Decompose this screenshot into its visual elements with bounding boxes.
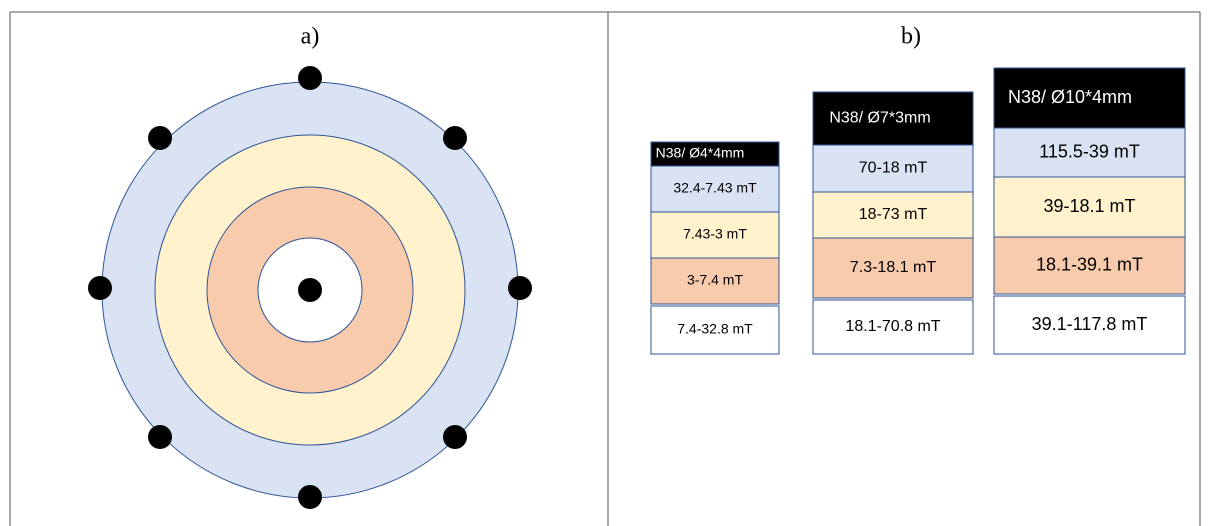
table-cell-text: 18.1-39.1 mT — [1036, 254, 1143, 274]
table-cell — [650, 305, 780, 355]
table-cell-text: 70-18 mT — [859, 160, 928, 177]
table-cell — [993, 295, 1186, 355]
table-cell-text: 7.4-32.8 mT — [677, 321, 753, 337]
table-header-cell — [993, 67, 1186, 129]
table-header-cell — [812, 91, 974, 146]
table-cell-text: 7.43-3 mT — [683, 226, 747, 242]
table-cell — [812, 299, 974, 355]
table-cell — [812, 237, 974, 299]
table-header: N38/ Ø4*4mm — [656, 145, 745, 161]
table-cell-text: 18.1-70.8 mT — [845, 318, 940, 335]
table-cell — [812, 144, 974, 193]
table-cell — [650, 211, 780, 259]
table-cell-text: 39-18.1 mT — [1043, 196, 1135, 216]
tables: N38/ Ø4*4mm 32.4-7.43 mT 7.43-3 mT 3-7.4 mT… — [650, 67, 1186, 355]
table-cell — [993, 127, 1186, 178]
table-header: N38/ Ø10*4mm — [1008, 87, 1132, 107]
table-cell-text: 32.4-7.43 mT — [673, 180, 757, 196]
magnets — [88, 66, 532, 509]
table-cell — [812, 191, 974, 239]
table-header: N38/ Ø7*3mm — [829, 110, 930, 127]
table-cell — [650, 257, 780, 305]
table-cell-text: 115.5-39 mT — [1039, 141, 1140, 161]
table-cell — [993, 236, 1186, 295]
table-cell-text: 3-7.4 mT — [687, 272, 743, 288]
table-cell — [993, 176, 1186, 238]
panel-label: a) — [301, 24, 320, 50]
frame — [9, 11, 1201, 526]
panel-label: b) — [901, 24, 921, 50]
table-header-cell — [650, 141, 780, 167]
table-cell-text: 18-73 mT — [859, 206, 928, 223]
table-cell-text: 39.1-117.8 mT — [1032, 314, 1148, 334]
table-cell — [650, 165, 780, 213]
table-cell-text: 7.3-18.1 mT — [850, 259, 936, 276]
